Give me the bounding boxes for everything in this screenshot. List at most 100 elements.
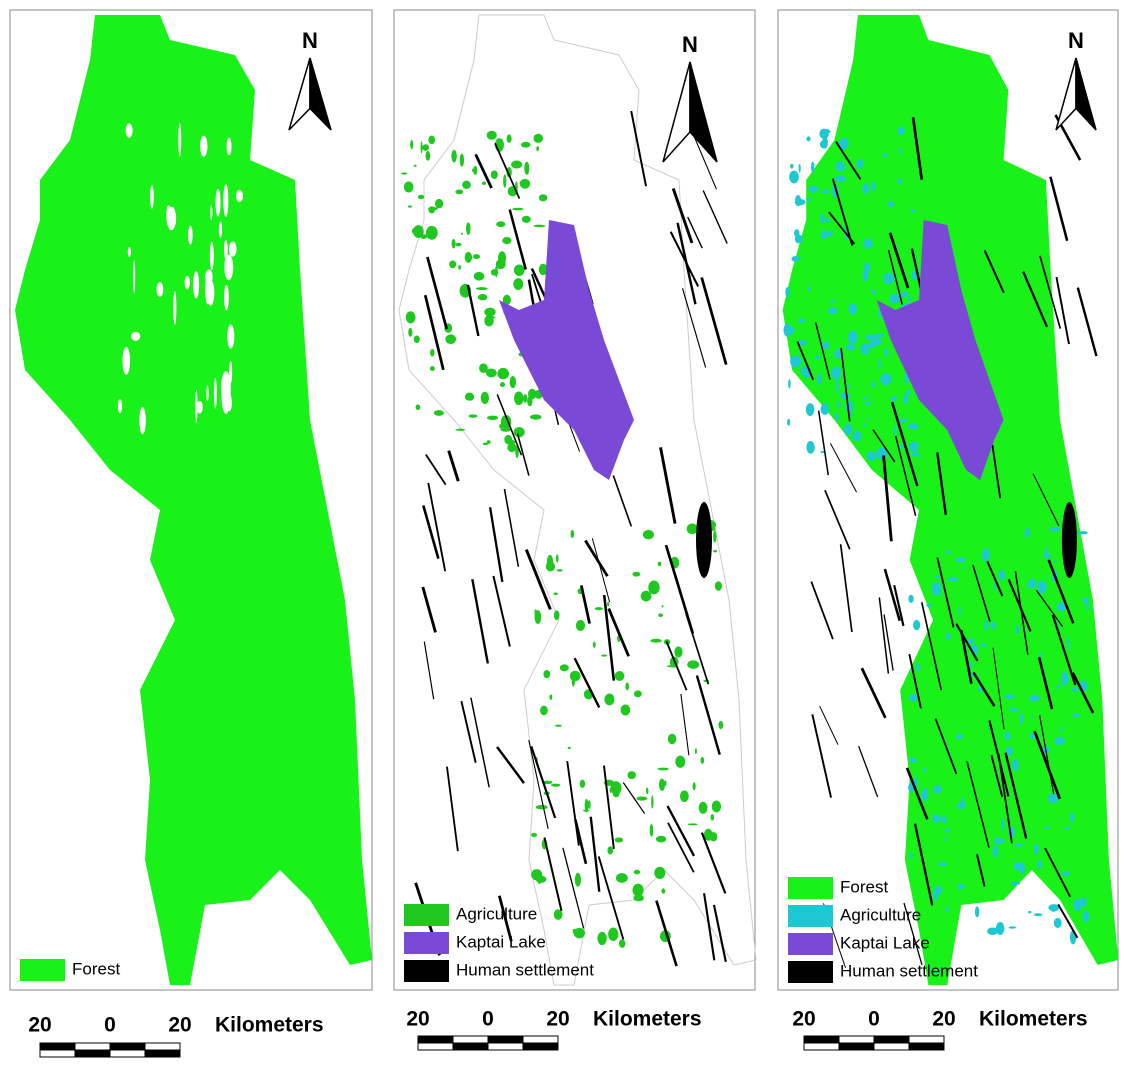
clearing [173,291,176,325]
clearing [133,260,135,294]
agriculture-patch [837,401,841,408]
agriculture-patch [484,308,495,317]
agriculture-patch [1049,527,1060,531]
clearing [139,407,146,434]
legend-label: Forest [840,877,888,896]
agriculture-patch [932,582,941,595]
agriculture-patch [496,221,505,227]
agriculture-patch [465,393,474,401]
agriculture-patch [794,229,799,237]
agriculture-patch [460,154,464,167]
map-panel: NForestAgricultureKaptai LakeHuman settl… [778,10,1118,1050]
agriculture-patch [916,663,920,672]
agriculture-patch [898,419,908,423]
agriculture-patch [654,867,665,879]
scale-label: 0 [482,1008,494,1031]
figure: NForest20020KilometersNAgricultureKaptai… [0,0,1130,1061]
agriculture-patch [934,885,942,895]
agriculture-patch [695,748,697,754]
scale-bar-top [488,1036,523,1043]
agriculture-patch [634,870,640,875]
agriculture-patch [514,427,525,437]
agriculture-patch [933,785,942,793]
agriculture-patch [469,414,478,417]
agriculture-patch [610,787,613,792]
agriculture-patch [482,182,486,185]
agriculture-patch [866,334,875,340]
agriculture-patch [908,595,913,603]
agriculture-patch [615,671,625,681]
clearing [200,136,207,157]
agriculture-patch [957,884,964,890]
agriculture-patch [791,256,799,262]
agriculture-patch [500,382,505,387]
agriculture-patch [945,907,948,912]
agriculture-patch [445,334,456,344]
agriculture-patch [897,178,902,184]
legend-swatch [20,959,65,981]
legend-label: Kaptai Lake [456,932,546,951]
clearing [156,282,163,297]
agriculture-patch [451,150,456,163]
legend-label: Agriculture [840,905,921,924]
agriculture-patch [556,554,559,562]
agriculture-patch [1025,528,1030,538]
agriculture-patch [557,569,563,572]
clearing [229,242,237,257]
clearing [227,324,234,348]
scale-bar-top [839,1036,874,1043]
agriculture-patch [658,562,662,566]
agriculture-patch [551,784,560,787]
agriculture-patch [1067,637,1069,649]
agriculture-patch [865,401,870,405]
agriculture-patch [661,605,663,607]
agriculture-patch [985,621,989,631]
scale-unit: Kilometers [215,1014,324,1037]
agriculture-patch [711,814,714,821]
agriculture-patch [963,567,966,569]
clearing [210,242,214,270]
agriculture-patch [412,227,420,234]
agriculture-patch [657,768,668,771]
agriculture-patch [601,655,607,657]
agriculture-patch [864,263,870,271]
agriculture-patch [831,367,841,380]
agriculture-patch [533,134,543,143]
agriculture-patch [634,690,642,697]
agriculture-patch [520,179,530,189]
agriculture-patch [821,190,830,194]
agriculture-patch [632,884,643,897]
agriculture-patch [909,441,919,451]
agriculture-patch [430,349,434,356]
agriculture-patch [821,129,831,134]
scale-bar-top [909,1036,944,1043]
agriculture-patch [570,671,581,681]
clearing [223,184,228,217]
agriculture-patch [821,230,827,239]
clearing [205,269,213,284]
agriculture-patch [680,790,689,802]
agriculture-patch [462,181,471,189]
agriculture-patch [426,226,438,240]
agriculture-patch [1020,713,1023,725]
clearing [206,386,208,402]
scale-bar-bottom [523,1043,558,1050]
agriculture-patch [597,932,606,945]
agriculture-patch [486,368,497,377]
agriculture-patch [789,171,799,184]
agriculture-patch [625,682,629,690]
scale-bar-top [874,1036,909,1043]
agriculture-patch [883,153,888,157]
agriculture-patch [715,581,722,591]
agriculture-patch [713,530,716,542]
agriculture-patch [524,162,529,175]
agriculture-patch [481,392,489,404]
scale-bar-bottom [909,1043,944,1050]
agriculture-patch [472,169,475,172]
agriculture-patch [458,265,461,270]
legend-swatch [788,877,833,899]
agriculture-patch [523,394,527,403]
scale-bar-top [523,1036,558,1043]
legend-label: Kaptai Lake [840,933,930,952]
clearing [216,189,221,217]
